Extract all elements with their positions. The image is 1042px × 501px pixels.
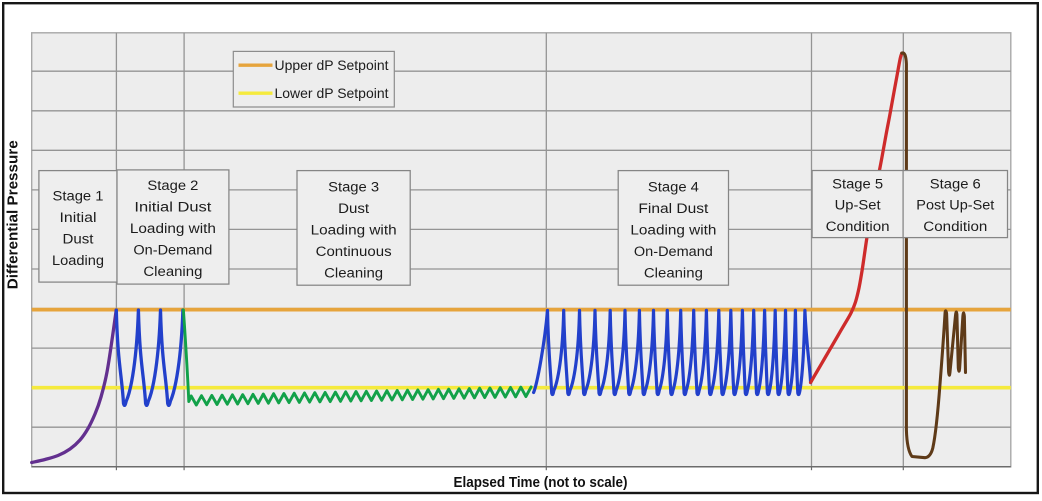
svg-text:On-Demand: On-Demand	[133, 243, 212, 258]
svg-text:Cleaning: Cleaning	[644, 265, 703, 280]
svg-text:Stage 4: Stage 4	[648, 179, 700, 194]
svg-text:Post Up-Set: Post Up-Set	[916, 198, 994, 213]
svg-text:On-Demand: On-Demand	[634, 244, 713, 259]
svg-text:Elapsed Time (not to scale): Elapsed Time (not to scale)	[454, 475, 628, 491]
svg-text:Initial Dust: Initial Dust	[134, 200, 211, 215]
svg-text:Continuous: Continuous	[316, 244, 392, 259]
svg-text:Up-Set: Up-Set	[835, 198, 881, 213]
svg-text:Cleaning: Cleaning	[324, 265, 383, 280]
svg-text:Stage 5: Stage 5	[832, 177, 883, 192]
svg-text:Differential Pressure: Differential Pressure	[6, 140, 22, 289]
svg-text:Dust: Dust	[338, 201, 369, 216]
svg-text:Loading with: Loading with	[130, 221, 216, 236]
svg-text:Loading with: Loading with	[630, 222, 716, 237]
svg-text:Upper dP Setpoint: Upper dP Setpoint	[275, 57, 389, 73]
svg-text:Lower dP Setpoint: Lower dP Setpoint	[275, 85, 389, 101]
svg-text:Cleaning: Cleaning	[143, 264, 202, 279]
svg-text:Condition: Condition	[826, 219, 890, 234]
svg-text:Loading with: Loading with	[311, 222, 397, 237]
svg-text:Loading: Loading	[52, 253, 104, 268]
svg-text:Stage 1: Stage 1	[53, 189, 104, 204]
svg-text:Condition: Condition	[923, 219, 987, 234]
svg-text:Final Dust: Final Dust	[638, 201, 708, 216]
svg-text:Stage 6: Stage 6	[930, 177, 981, 192]
svg-text:Initial: Initial	[60, 210, 97, 225]
svg-text:Stage 3: Stage 3	[328, 179, 379, 194]
svg-text:Stage 2: Stage 2	[147, 178, 198, 193]
svg-text:Dust: Dust	[63, 232, 94, 247]
